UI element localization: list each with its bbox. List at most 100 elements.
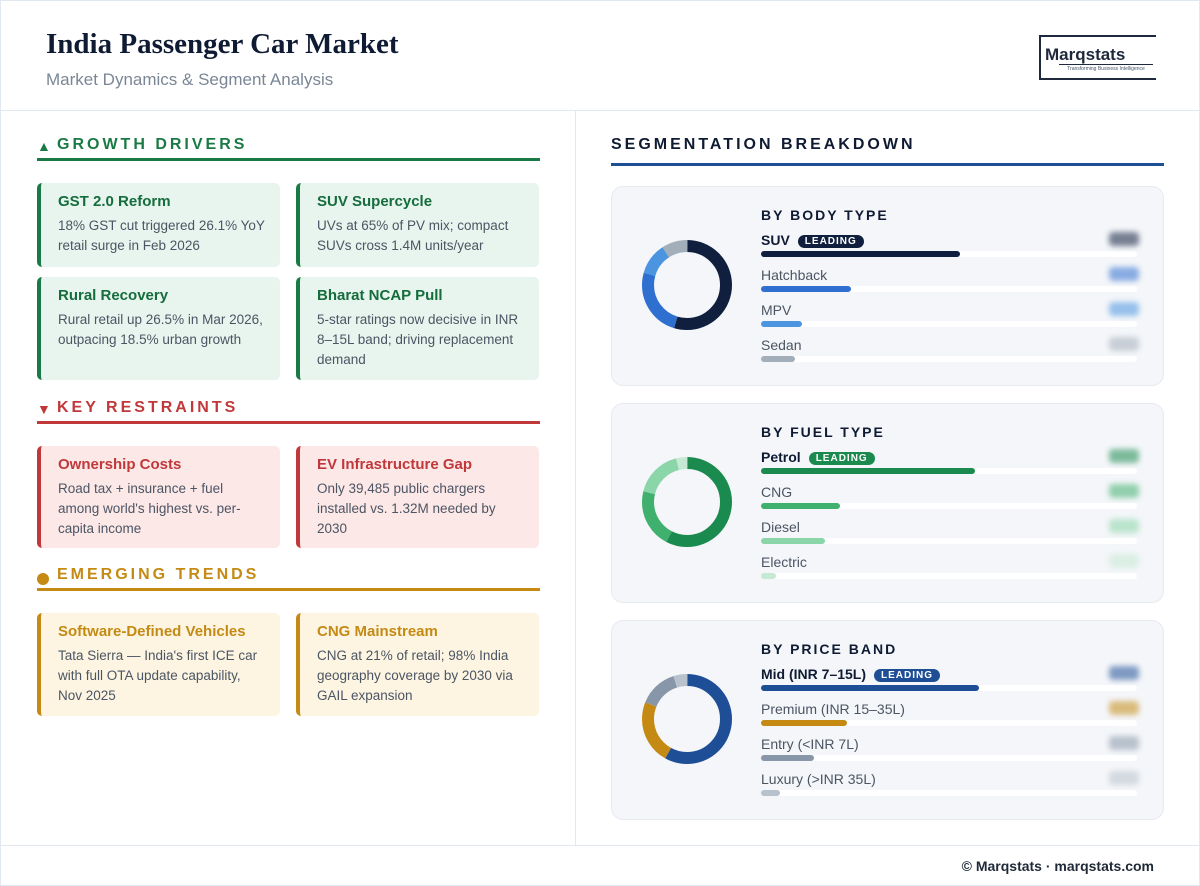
segment-panel: BY PRICE BAND Mid (INR 7–15L) LEADING Premi… bbox=[611, 620, 1164, 820]
donut-slice bbox=[642, 240, 732, 330]
segment-bar-track bbox=[761, 720, 1137, 726]
segment-row: CNG bbox=[761, 484, 1139, 519]
segment-label: Luxury (>INR 35L) bbox=[761, 771, 876, 787]
segment-bar-fill bbox=[761, 356, 795, 362]
logo-wordmark: Marqstats bbox=[1045, 45, 1126, 64]
segment-label-text: CNG bbox=[761, 484, 793, 500]
segment-value-blurred bbox=[1109, 232, 1139, 246]
segment-label-text: Sedan bbox=[761, 337, 802, 353]
segment-row: SUV LEADING bbox=[761, 232, 1139, 267]
triangle-up-icon: ▲ bbox=[37, 138, 51, 154]
segment-bar-track bbox=[761, 790, 1137, 796]
segment-bar-track bbox=[761, 755, 1137, 761]
card-title: Bharat NCAP Pull bbox=[317, 287, 443, 304]
donut-chart bbox=[642, 674, 732, 764]
segment-label-text: Petrol bbox=[761, 449, 801, 465]
card-title: GST 2.0 Reform bbox=[58, 193, 171, 210]
segment-row: Diesel bbox=[761, 519, 1139, 554]
segment-value-blurred bbox=[1109, 337, 1139, 351]
donut-slice bbox=[642, 457, 732, 547]
driver-card-gst: GST 2.0 Reform 18% GST cut triggered 26.… bbox=[37, 183, 280, 267]
footer-credit: © Marqstats · marqstats.com bbox=[961, 858, 1154, 874]
trend-card-sdv: Software-Defined Vehicles Tata Sierra — … bbox=[37, 613, 280, 716]
segment-row: MPV bbox=[761, 302, 1139, 337]
segment-value-blurred bbox=[1109, 519, 1139, 533]
segment-label: SUV LEADING bbox=[761, 232, 864, 248]
segment-label: Entry (<INR 7L) bbox=[761, 736, 859, 752]
key-restraints-header: ▼ KEY RESTRAINTS bbox=[37, 399, 540, 424]
segment-value-blurred bbox=[1109, 449, 1139, 463]
segmentation-rule bbox=[611, 163, 1164, 166]
segment-bar-track bbox=[761, 251, 1137, 257]
segment-row: Luxury (>INR 35L) bbox=[761, 771, 1139, 806]
segment-bar-fill bbox=[761, 468, 976, 474]
donut-slice bbox=[642, 674, 732, 764]
segment-label-text: Electric bbox=[761, 554, 807, 570]
card-desc: Rural retail up 26.5% in Mar 2026, outpa… bbox=[58, 312, 263, 347]
segment-bar-fill bbox=[761, 720, 848, 726]
segment-row: Entry (<INR 7L) bbox=[761, 736, 1139, 771]
segment-label: Mid (INR 7–15L) LEADING bbox=[761, 666, 941, 682]
segment-label: CNG bbox=[761, 484, 792, 500]
page-subtitle: Market Dynamics & Segment Analysis bbox=[46, 70, 334, 89]
segment-bar-fill bbox=[761, 503, 840, 509]
footer: © Marqstats · marqstats.com bbox=[0, 845, 1200, 886]
card-desc: 5-star ratings now decisive in INR 8–15L… bbox=[317, 312, 519, 367]
segment-label-text: Entry (<INR 7L) bbox=[761, 736, 859, 752]
card-desc: 18% GST cut triggered 26.1% YoY retail s… bbox=[58, 218, 265, 253]
growth-drivers-header: ▲ GROWTH DRIVERS bbox=[37, 136, 540, 161]
page-title: India Passenger Car Market bbox=[46, 28, 399, 60]
donut-slice bbox=[642, 240, 732, 330]
donut-slice bbox=[642, 674, 732, 764]
segment-bar-fill bbox=[761, 685, 980, 691]
donut-chart bbox=[642, 240, 732, 330]
card-title: Software-Defined Vehicles bbox=[58, 623, 246, 640]
segment-label-text: Premium (INR 15–35L) bbox=[761, 701, 905, 717]
circle-icon bbox=[37, 572, 49, 588]
segment-label: Diesel bbox=[761, 519, 800, 535]
segment-label: MPV bbox=[761, 302, 791, 318]
segment-value-blurred bbox=[1109, 484, 1139, 498]
growth-drivers-label: GROWTH DRIVERS bbox=[57, 136, 248, 153]
restraint-card-ev-infra: EV Infrastructure Gap Only 39,485 public… bbox=[296, 446, 539, 548]
panel-title: BY BODY TYPE bbox=[761, 207, 889, 223]
trend-card-cng: CNG Mainstream CNG at 21% of retail; 98%… bbox=[296, 613, 539, 716]
segment-bar-fill bbox=[761, 321, 803, 327]
segment-row: Hatchback bbox=[761, 267, 1139, 302]
segment-bar-fill bbox=[761, 286, 852, 292]
segment-label: Sedan bbox=[761, 337, 801, 353]
card-desc: CNG at 21% of retail; 98% India geograph… bbox=[317, 648, 513, 703]
leading-badge: LEADING bbox=[808, 452, 875, 465]
card-title: CNG Mainstream bbox=[317, 623, 438, 640]
segment-bar-track bbox=[761, 538, 1137, 544]
card-title: Rural Recovery bbox=[58, 287, 169, 304]
card-desc: UVs at 65% of PV mix; compact SUVs cross… bbox=[317, 218, 509, 253]
header: India Passenger Car Market Market Dynami… bbox=[0, 0, 1200, 111]
card-title: Ownership Costs bbox=[58, 456, 182, 473]
segment-bar-track bbox=[761, 503, 1137, 509]
segment-bar-fill bbox=[761, 573, 777, 579]
panel-title: BY FUEL TYPE bbox=[761, 424, 885, 440]
segment-bar-fill bbox=[761, 251, 961, 257]
segment-label-text: Hatchback bbox=[761, 267, 828, 283]
segment-value-blurred bbox=[1109, 701, 1139, 715]
segment-value-blurred bbox=[1109, 736, 1139, 750]
segment-label-text: SUV bbox=[761, 232, 790, 248]
card-desc: Road tax + insurance + fuel among world'… bbox=[58, 481, 241, 536]
segment-bar-track bbox=[761, 468, 1137, 474]
logo-rule bbox=[1059, 64, 1153, 65]
logo-tagline: Transforming Business Intelligence bbox=[1067, 66, 1145, 72]
leading-badge: LEADING bbox=[874, 669, 941, 682]
segment-bar-fill bbox=[761, 755, 814, 761]
segmentation-title: SEGMENTATION BREAKDOWN bbox=[611, 136, 916, 153]
card-desc: Tata Sierra — India's first ICE car with… bbox=[58, 648, 258, 703]
driver-card-rural: Rural Recovery Rural retail up 26.5% in … bbox=[37, 277, 280, 380]
marqstats-logo: Marqstats Transforming Business Intellig… bbox=[1039, 35, 1156, 80]
donut-chart bbox=[642, 457, 732, 547]
segment-panel: BY BODY TYPE SUV LEADING Hatchback MPV Sedan bbox=[611, 186, 1164, 386]
emerging-trends-header: EMERGING TRENDS bbox=[37, 566, 540, 591]
card-desc: Only 39,485 public chargers installed vs… bbox=[317, 481, 496, 536]
segment-label-text: Mid (INR 7–15L) bbox=[761, 666, 867, 682]
triangle-down-icon: ▼ bbox=[37, 401, 51, 417]
segment-label-text: Luxury (>INR 35L) bbox=[761, 771, 876, 787]
